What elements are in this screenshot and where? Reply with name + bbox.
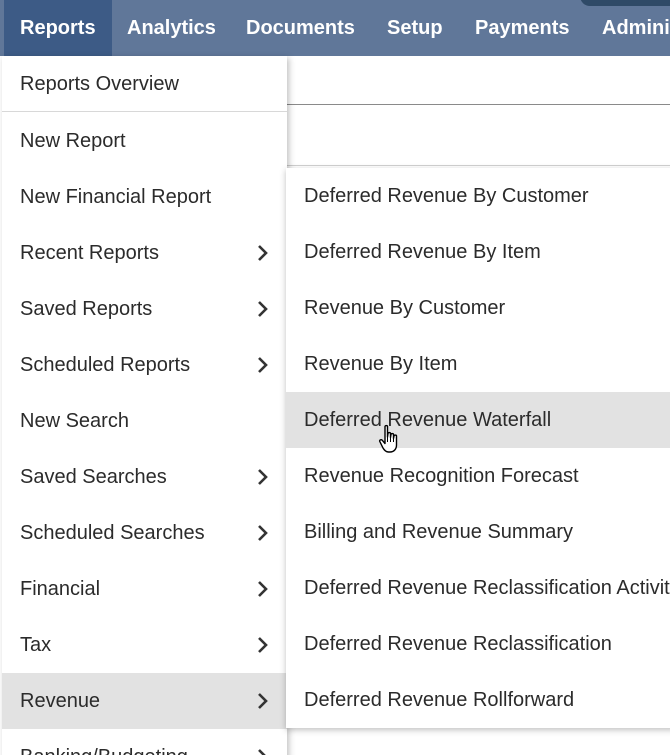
- chevron-right-icon: [257, 673, 271, 729]
- menu-item-label: Recent Reports: [20, 242, 159, 264]
- nav-tab-analytics[interactable]: Analytics: [127, 17, 216, 39]
- menu-item-revenue[interactable]: Revenue: [2, 673, 287, 729]
- nav-tab-documents[interactable]: Documents: [246, 17, 355, 39]
- chevron-right-icon: [257, 225, 271, 281]
- submenu-item-deferred-revenue-reclassification-activity[interactable]: Deferred Revenue Reclassification Activi…: [304, 577, 670, 599]
- menu-item-recent-reports[interactable]: Recent Reports: [2, 225, 287, 281]
- menu-item-label: Reports Overview: [20, 73, 179, 95]
- menu-item-saved-searches[interactable]: Saved Searches: [2, 449, 287, 505]
- submenu-item-deferred-revenue-rollforward[interactable]: Deferred Revenue Rollforward: [304, 689, 575, 711]
- submenu-item-deferred-revenue-by-item[interactable]: Deferred Revenue By Item: [304, 241, 541, 263]
- revenue-submenu: Deferred Revenue By Customer Deferred Re…: [286, 168, 670, 728]
- submenu-item-deferred-revenue-reclassification[interactable]: Deferred Revenue Reclassification: [304, 633, 612, 655]
- submenu-item-billing-and-revenue-summary[interactable]: Billing and Revenue Summary: [304, 521, 574, 543]
- chevron-right-icon: [257, 281, 271, 337]
- chevron-right-icon: [257, 617, 271, 673]
- menu-item-banking-budgeting[interactable]: Banking/Budgeting: [2, 729, 287, 755]
- menu-item-scheduled-reports[interactable]: Scheduled Reports: [2, 337, 287, 393]
- chevron-right-icon: [257, 505, 271, 561]
- menu-item-label: Saved Reports: [20, 298, 153, 320]
- menu-item-new-report[interactable]: New Report: [2, 113, 287, 169]
- submenu-item-deferred-revenue-by-customer[interactable]: Deferred Revenue By Customer: [304, 185, 589, 207]
- nav-tab-administration[interactable]: Admini: [602, 17, 670, 39]
- hand-pointer-cursor-icon: [378, 424, 402, 456]
- menu-item-reports-overview[interactable]: Reports Overview: [2, 56, 287, 112]
- menu-item-label: Scheduled Searches: [20, 522, 205, 544]
- nav-tab-payments[interactable]: Payments: [475, 17, 570, 39]
- menu-item-scheduled-searches[interactable]: Scheduled Searches: [2, 505, 287, 561]
- submenu-item-deferred-revenue-waterfall[interactable]: Deferred Revenue Waterfall: [286, 392, 670, 448]
- chevron-right-icon: [257, 449, 271, 505]
- menu-item-tax[interactable]: Tax: [2, 617, 287, 673]
- reports-dropdown-menu: Reports Overview New Report New Financia…: [2, 56, 287, 755]
- nav-tab-setup[interactable]: Setup: [387, 17, 443, 39]
- menu-item-label: Scheduled Reports: [20, 354, 191, 376]
- page-divider: [286, 104, 670, 105]
- chevron-right-icon: [257, 337, 271, 393]
- menu-item-label: Tax: [20, 634, 52, 656]
- menu-item-label: Revenue: [20, 690, 101, 712]
- menu-item-label: Financial: [20, 578, 101, 600]
- submenu-item-revenue-recognition-forecast[interactable]: Revenue Recognition Forecast: [304, 465, 579, 487]
- top-navigation-bar: Reports Analytics Documents Setup Paymen…: [0, 0, 670, 56]
- page-divider-light: [286, 165, 670, 166]
- menu-item-label: Banking/Budgeting: [20, 746, 188, 755]
- menu-item-financial[interactable]: Financial: [2, 561, 287, 617]
- submenu-item-revenue-by-customer[interactable]: Revenue By Customer: [304, 297, 506, 319]
- nav-tab-reports[interactable]: Reports: [4, 0, 112, 56]
- chevron-right-icon: [257, 729, 271, 755]
- menu-item-new-search[interactable]: New Search: [2, 393, 287, 449]
- menu-item-new-financial-report[interactable]: New Financial Report: [2, 169, 287, 225]
- menu-item-label: New Search: [20, 410, 129, 432]
- submenu-item-revenue-by-item[interactable]: Revenue By Item: [304, 353, 458, 375]
- menu-item-label: Saved Searches: [20, 466, 167, 488]
- menu-item-saved-reports[interactable]: Saved Reports: [2, 281, 287, 337]
- chevron-right-icon: [257, 561, 271, 617]
- nav-accent-shape: [580, 0, 670, 6]
- menu-item-label: New Report: [20, 130, 126, 152]
- menu-item-label: New Financial Report: [20, 186, 212, 208]
